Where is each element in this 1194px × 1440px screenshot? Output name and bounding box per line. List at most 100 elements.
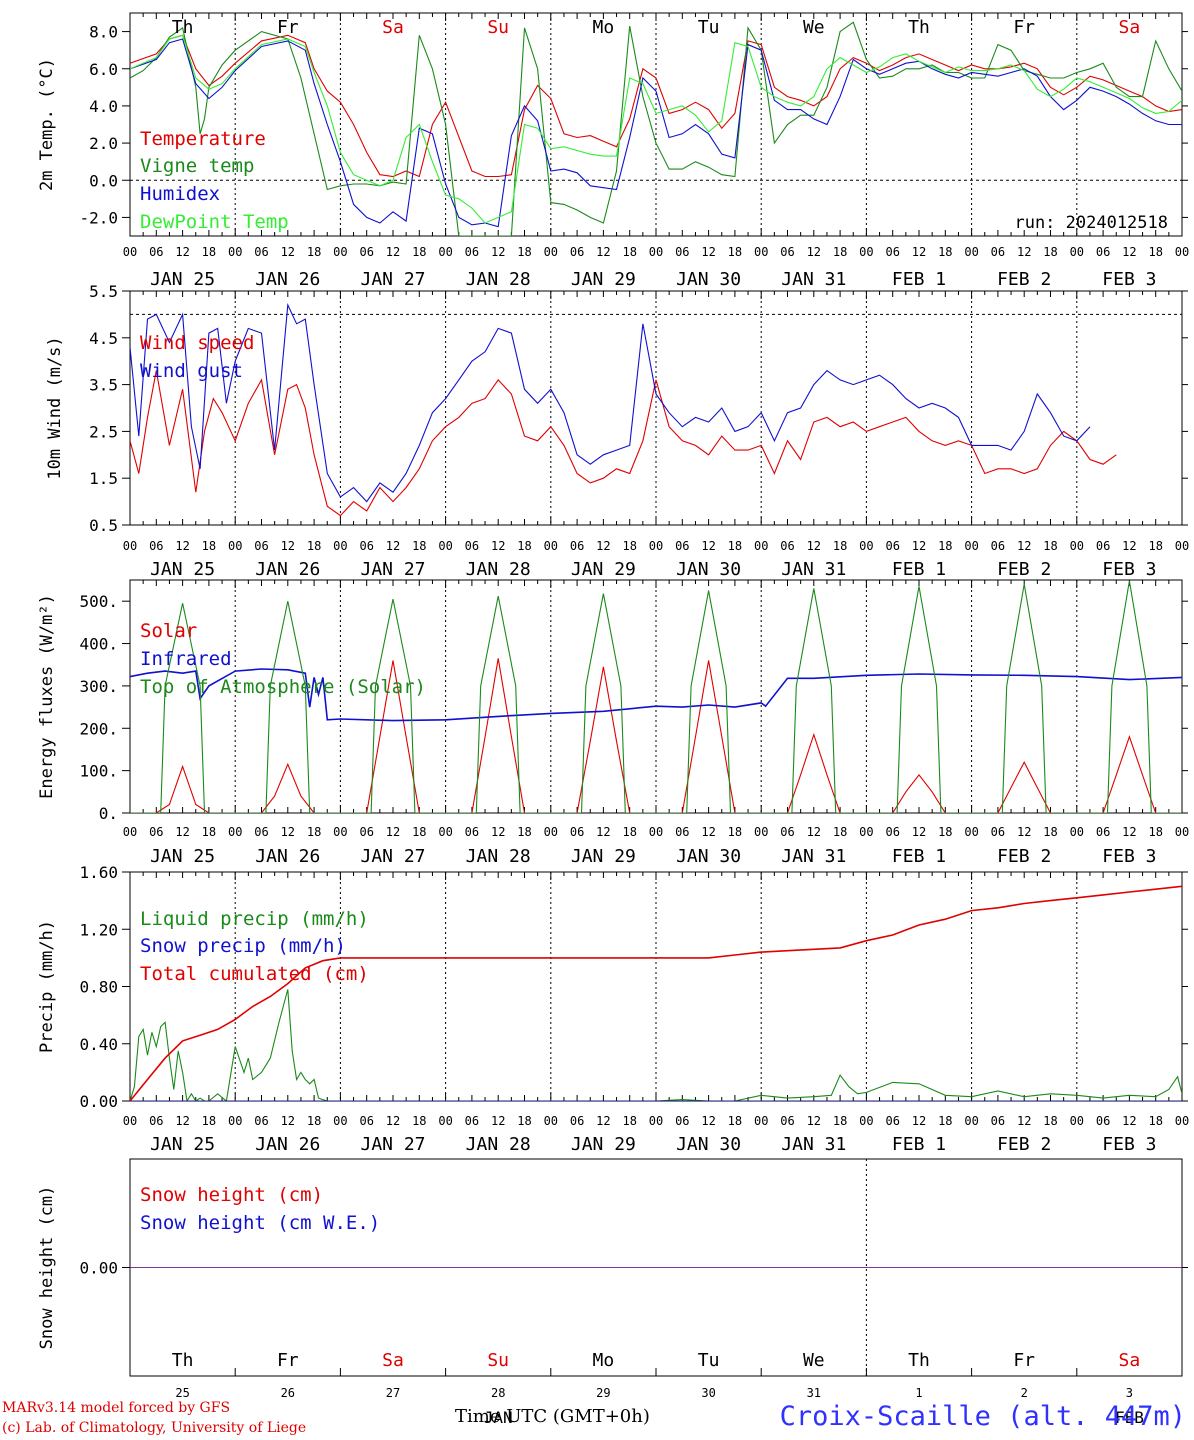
date-label: JAN 30 [676,1134,741,1155]
hour-tick-label: 06 [675,245,689,259]
y-tick-label: 4.0 [89,97,118,116]
hour-tick-label: 06 [359,539,373,553]
hour-tick-label: 00 [544,245,558,259]
run-annotation: run: 2024012518 [1014,213,1168,233]
date-label: JAN 29 [571,846,636,867]
hour-tick-label: 12 [491,245,505,259]
date-label: FEB 1 [892,846,946,867]
hour-tick-label: 00 [754,245,768,259]
legend-label: Solar [140,620,197,642]
hour-tick-label: 00 [228,245,242,259]
hour-tick-label: 18 [412,825,426,839]
month-label: FEB [1115,1408,1144,1427]
hour-tick-label: 00 [754,825,768,839]
hour-tick-label: 12 [596,245,610,259]
weekday-label: Fr [1013,1350,1035,1371]
hour-tick-label: 00 [649,539,663,553]
y-tick-label: 2.5 [89,422,118,441]
hour-tick-label: 18 [202,1114,216,1128]
hour-tick-label: 00 [228,1114,242,1128]
hour-tick-label: 18 [833,539,847,553]
weekday-label: Fr [1013,17,1035,38]
hour-tick-label: 18 [938,539,952,553]
date-label: FEB 2 [997,559,1051,580]
hour-tick-label: 18 [202,539,216,553]
date-label: JAN 28 [466,559,531,580]
hour-tick-label: 00 [1070,825,1084,839]
hour-tick-label: 12 [281,245,295,259]
series-line [130,38,1182,228]
y-tick-label: 0.00 [79,1092,118,1111]
hour-tick-label: 18 [307,1114,321,1128]
hour-tick-label: 06 [1096,245,1110,259]
y-tick-label: 1.20 [79,920,118,939]
date-label: FEB 3 [1102,1134,1156,1155]
hour-tick-label: 12 [701,245,715,259]
date-label: JAN 28 [466,269,531,290]
month-label: JAN [484,1408,513,1427]
date-label: JAN 30 [676,846,741,867]
y-tick-label: 6.0 [89,60,118,79]
weekday-label: We [803,1350,825,1371]
hour-tick-label: 18 [833,245,847,259]
hour-tick-label: 18 [517,245,531,259]
hour-tick-label: 12 [175,825,189,839]
hour-tick-label: 12 [1122,245,1136,259]
hour-tick-label: 00 [859,1114,873,1128]
legend-label: Wind gust [140,360,243,382]
hour-tick-label: 00 [544,1114,558,1128]
weekday-label: Sa [382,17,404,38]
y-tick-label: 4.5 [89,329,118,348]
hour-tick-label: 00 [123,1114,137,1128]
site-name: Croix-Scaille (alt. 447m) [779,1401,1186,1432]
day-number: 3 [1126,1386,1133,1400]
hour-tick-label: 18 [728,539,742,553]
hour-tick-label: 12 [596,539,610,553]
hour-tick-label: 18 [1043,1114,1057,1128]
y-axis-label: 10m Wind (m/s) [45,336,65,479]
hour-tick-label: 12 [175,245,189,259]
weekday-label: Sa [1119,1350,1141,1371]
hour-tick-label: 18 [728,245,742,259]
hour-tick-label: 12 [1122,539,1136,553]
hour-tick-label: 00 [859,539,873,553]
hour-tick-label: 06 [885,539,899,553]
weekday-label: We [803,17,825,38]
hour-tick-label: 00 [333,245,347,259]
hour-tick-label: 06 [1096,1114,1110,1128]
hour-tick-label: 18 [938,1114,952,1128]
hour-tick-label: 06 [465,539,479,553]
day-number: 28 [491,1386,505,1400]
hour-tick-label: 00 [333,825,347,839]
hour-tick-label: 18 [1148,825,1162,839]
date-label: JAN 26 [255,846,320,867]
hour-tick-label: 12 [912,1114,926,1128]
hour-tick-label: 18 [517,825,531,839]
hour-tick-label: 12 [596,825,610,839]
hour-tick-label: 12 [175,539,189,553]
hour-tick-label: 06 [991,539,1005,553]
legend-label: Snow precip (mm/h) [140,935,346,957]
legend-label: Humidex [140,183,220,205]
hour-tick-label: 18 [202,825,216,839]
hour-tick-label: 12 [912,539,926,553]
date-label: JAN 25 [150,269,215,290]
date-label: FEB 2 [997,269,1051,290]
hour-tick-label: 18 [622,245,636,259]
hour-tick-label: 12 [807,825,821,839]
day-number: 1 [915,1386,922,1400]
y-tick-label: 0.40 [79,1035,118,1054]
hour-tick-label: 12 [491,825,505,839]
hour-tick-label: 00 [438,245,452,259]
hour-tick-label: 06 [1096,825,1110,839]
hour-tick-label: 00 [544,825,558,839]
hour-tick-label: 00 [649,825,663,839]
y-tick-label: 300. [79,677,118,696]
hour-tick-label: 18 [202,245,216,259]
hour-tick-label: 18 [938,245,952,259]
y-tick-label: 3.5 [89,376,118,395]
date-label: JAN 25 [150,846,215,867]
hour-tick-label: 18 [517,1114,531,1128]
hour-tick-label: 00 [1070,245,1084,259]
hour-tick-label: 12 [1017,825,1031,839]
